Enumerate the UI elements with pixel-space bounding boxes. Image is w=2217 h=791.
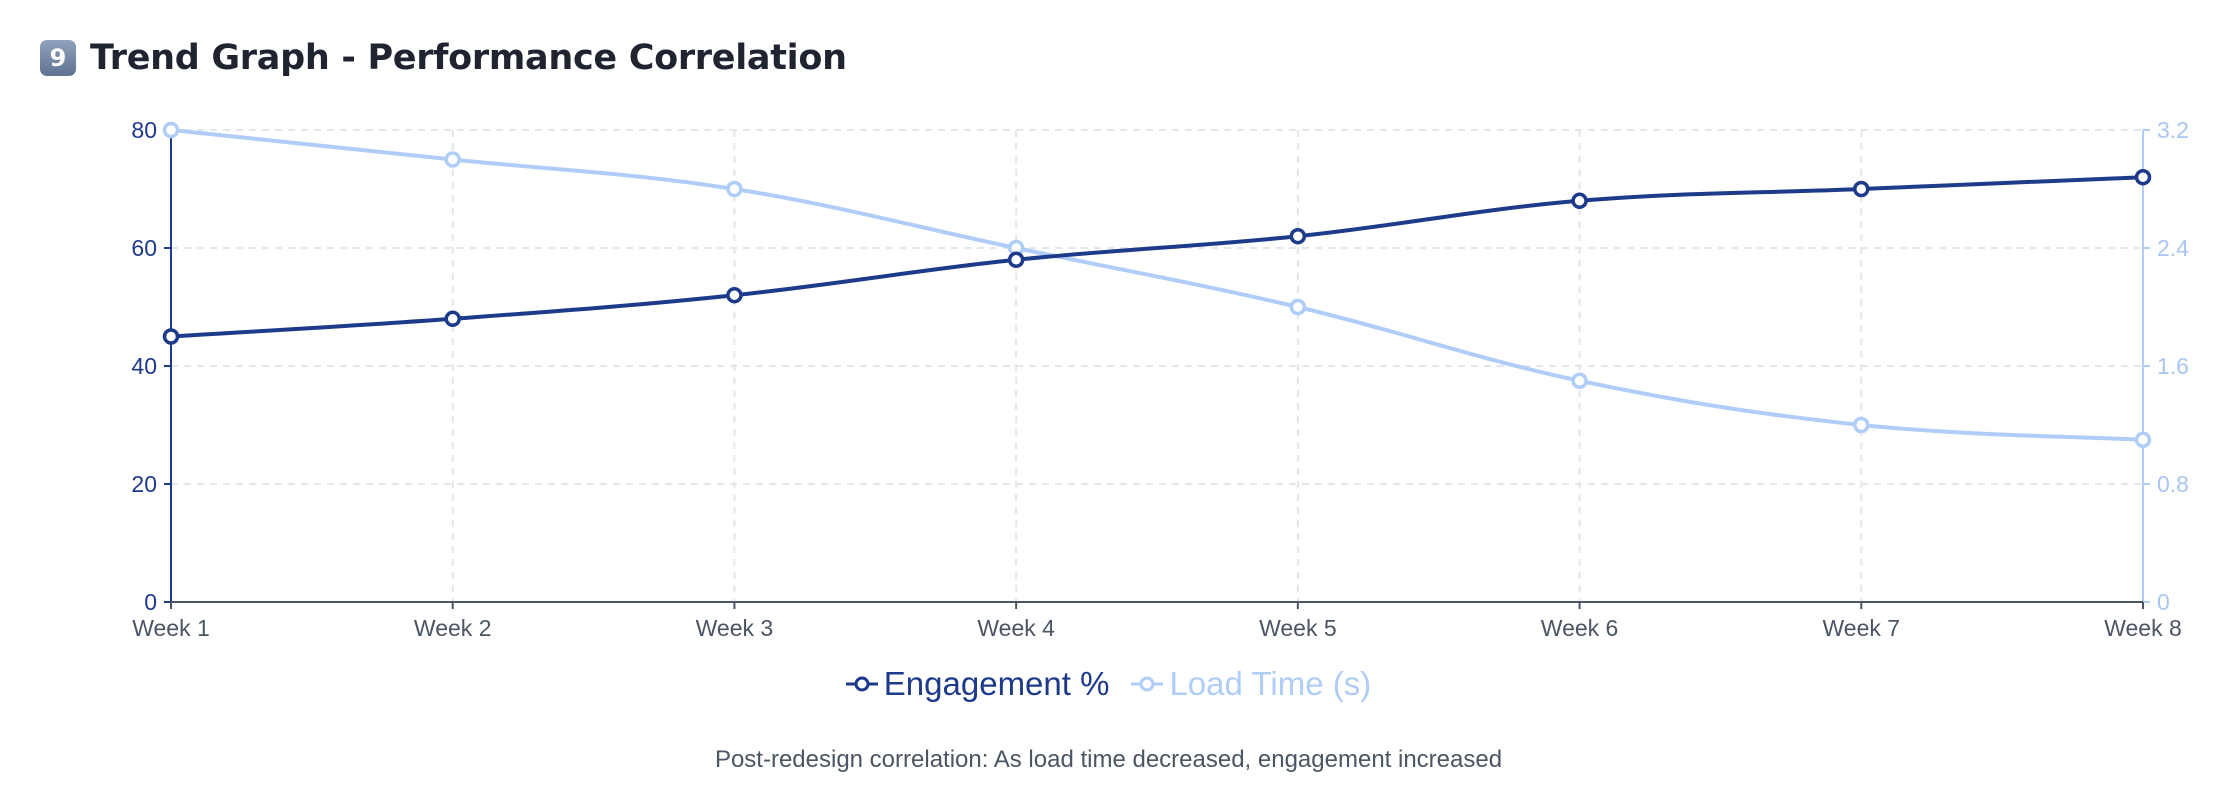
x-tick-label: Week 3 [696,615,774,641]
data-point-load-time [162,121,180,139]
x-tick-label: Week 7 [1823,615,1901,641]
legend-label: Load Time (s) [1169,665,1372,702]
x-tick-label: Week 2 [414,615,492,641]
line-marker-icon [845,676,878,692]
y-right-tick-label: 1.6 [2157,353,2189,379]
y-left-tick-label: 40 [131,353,157,379]
data-point-load-time [444,151,461,168]
data-point-load-time [726,180,743,198]
data-point-engagement [726,286,743,304]
y-left-tick-label: 20 [131,471,157,497]
y-left-tick-label: 80 [131,117,157,143]
chart-tick-labels: 0 20 40 60 80 0 0.8 1.6 2.4 3.2 Week 1 Week 2 Week 3… [131,117,2189,641]
y-left-tick-label: 60 [131,235,157,261]
number-badge-icon: 9 [40,40,76,76]
legend-item-engagement[interactable]: Engagement % [845,665,1110,703]
page-title: Trend Graph - Performance Correlation [90,38,847,78]
data-point-engagement [1289,227,1307,245]
data-point-engagement [162,328,180,345]
chart-header: 9 Trend Graph - Performance Correlation [40,38,847,78]
data-point-engagement [2134,168,2152,186]
series-line-load-time [170,128,2144,442]
x-tick-label: Week 8 [2104,615,2182,641]
data-point-engagement [1853,180,1870,198]
legend-label: Engagement % [883,665,1110,702]
data-point-load-time [2134,431,2152,448]
data-point-engagement [1007,251,1025,269]
chart-axes [164,129,2150,609]
data-point-load-time [1289,298,1307,316]
y-right-tick-label: 2.4 [2157,235,2189,261]
line-marker-icon [1131,676,1164,692]
x-tick-label: Week 4 [977,615,1055,641]
x-tick-label: Week 1 [132,615,210,641]
y-left-tick-label: 0 [144,589,157,615]
chart-caption: Post-redesign correlation: As load time … [714,746,1503,773]
line-chart: 0 20 40 60 80 0 0.8 1.6 2.4 3.2 Week 1 Week 2 Week 3… [131,117,2189,641]
y-right-tick-label: 0.8 [2157,471,2189,497]
y-right-tick-label: 0 [2157,589,2170,615]
data-point-load-time [1853,416,1870,434]
y-right-tick-label: 3.2 [2157,117,2189,143]
data-point-engagement [444,310,461,328]
chart-legend: Engagement % Load Time (s) [0,665,2217,703]
x-tick-label: Week 6 [1541,615,1619,641]
legend-item-load-time[interactable]: Load Time (s) [1131,665,1371,703]
chart-series [162,121,2152,448]
x-tick-label: Week 5 [1259,615,1337,641]
series-line-engagement [170,175,2144,339]
data-point-engagement [1571,192,1588,210]
data-point-load-time [1571,372,1588,389]
chart-grid [171,129,2143,602]
